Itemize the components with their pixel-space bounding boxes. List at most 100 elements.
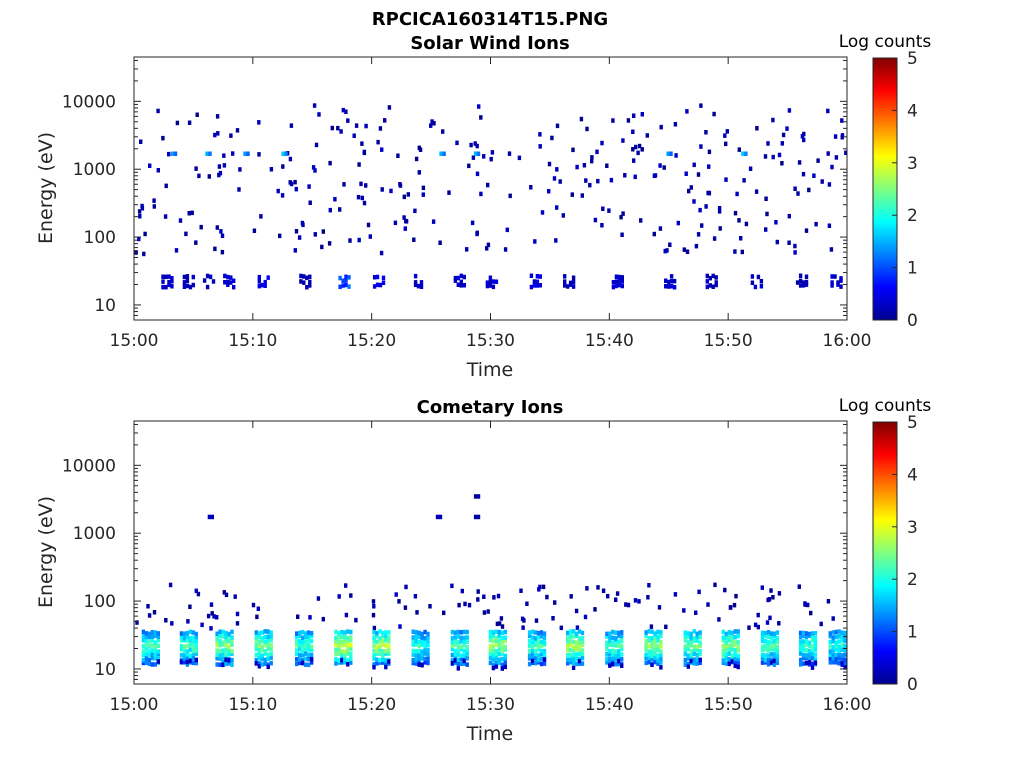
burst-cell <box>810 665 815 670</box>
burst-cell <box>772 658 777 664</box>
burst-cell <box>533 651 538 657</box>
burst-cell <box>494 638 499 643</box>
burst-cell <box>375 631 379 636</box>
burst-cell <box>798 273 803 278</box>
burst-cell <box>798 644 803 649</box>
burst-cell <box>580 651 585 656</box>
colorbar-tick-label: 5 <box>907 49 918 69</box>
spectrogram-cell <box>320 244 324 250</box>
burst-cell <box>617 630 621 636</box>
burst-cell <box>372 284 377 289</box>
spectrogram-cell <box>288 156 293 162</box>
burst-cell <box>182 653 187 658</box>
burst-cell <box>497 630 501 635</box>
burst-cell <box>182 656 187 661</box>
burst-cell <box>413 282 418 287</box>
burst-cell <box>804 634 809 639</box>
burst-cell <box>254 652 258 658</box>
burst-cell <box>830 274 834 279</box>
burst-cell <box>221 662 225 668</box>
burst-cell <box>226 274 230 280</box>
burst-cell <box>150 648 154 653</box>
burst-cell <box>686 661 690 667</box>
spectrogram-cell <box>207 174 211 179</box>
spectrogram-cell <box>215 114 220 119</box>
burst-cell <box>144 656 149 661</box>
burst-cell <box>695 638 699 643</box>
spectrogram-cell <box>429 123 433 128</box>
spectrogram-cell <box>785 126 789 131</box>
spectrogram-cell <box>486 609 490 614</box>
burst-cell <box>224 630 228 636</box>
spectrogram-cell <box>733 210 738 216</box>
burst-cell <box>810 634 815 639</box>
burst-cell <box>232 284 236 290</box>
spectrogram-cell <box>328 207 332 213</box>
burst-cell <box>337 651 341 656</box>
colorbar-tick-label: 0 <box>907 675 918 695</box>
spectrogram-cell <box>619 214 623 220</box>
burst-cell <box>727 637 731 643</box>
burst-cell <box>414 638 418 644</box>
burst-cell <box>459 279 463 285</box>
burst-cell <box>343 649 347 654</box>
burst-cell <box>580 636 585 641</box>
spectrogram-cell <box>640 147 644 152</box>
burst-cell <box>185 656 190 661</box>
burst-cell <box>185 634 190 640</box>
burst-cell <box>497 642 501 647</box>
spectrogram-cell <box>646 595 650 600</box>
burst-cell <box>580 639 585 644</box>
burst-cell <box>721 660 725 665</box>
spectrogram-cell <box>801 171 806 177</box>
burst-cell <box>608 631 612 636</box>
burst-cell <box>656 629 660 635</box>
burst-cell <box>456 640 460 645</box>
burst-cell <box>840 656 844 661</box>
burst-cell <box>775 660 780 665</box>
burst-cell <box>488 655 493 661</box>
burst-cell <box>659 630 663 635</box>
burst-cell <box>153 640 157 645</box>
burst-cell <box>831 649 835 654</box>
burst-cell <box>683 638 687 643</box>
burst-cell <box>539 648 544 654</box>
spectrogram-cell <box>152 610 157 615</box>
spectrogram-cell <box>826 151 830 156</box>
burst-cell <box>760 647 765 653</box>
burst-cell <box>462 661 466 666</box>
burst-cell <box>843 665 847 670</box>
burst-cell <box>306 656 311 662</box>
spectrogram-cell <box>725 129 729 134</box>
colorbar-tick-label: 1 <box>907 623 918 643</box>
burst-cell <box>497 638 501 643</box>
burst-cell <box>563 279 567 284</box>
burst-cell <box>302 280 306 285</box>
burst-cell <box>459 639 463 644</box>
spectrogram-cell <box>194 166 198 171</box>
burst-cell <box>620 652 624 657</box>
burst-cell <box>664 278 668 283</box>
burst-cell <box>185 659 190 665</box>
burst-cell <box>807 660 812 665</box>
burst-cell <box>834 629 838 635</box>
colorbar-tick-label: 3 <box>907 518 918 538</box>
burst-cell <box>698 634 702 640</box>
burst-cell <box>413 273 418 279</box>
spectrogram-cell <box>210 611 214 616</box>
burst-cell <box>188 284 193 290</box>
spectrogram-cell <box>356 194 361 200</box>
spectrogram-cell <box>397 599 401 604</box>
burst-cell <box>698 630 702 635</box>
burst-cell <box>810 637 815 643</box>
burst-cell <box>299 279 303 284</box>
burst-cell <box>837 634 841 639</box>
spectrogram-cell <box>637 143 642 149</box>
burst-cell <box>221 660 225 665</box>
burst-cell <box>574 646 579 652</box>
burst-cell <box>614 657 618 662</box>
burst-cell <box>337 631 341 636</box>
spectrogram-cell <box>555 123 560 129</box>
burst-cell <box>343 652 347 658</box>
